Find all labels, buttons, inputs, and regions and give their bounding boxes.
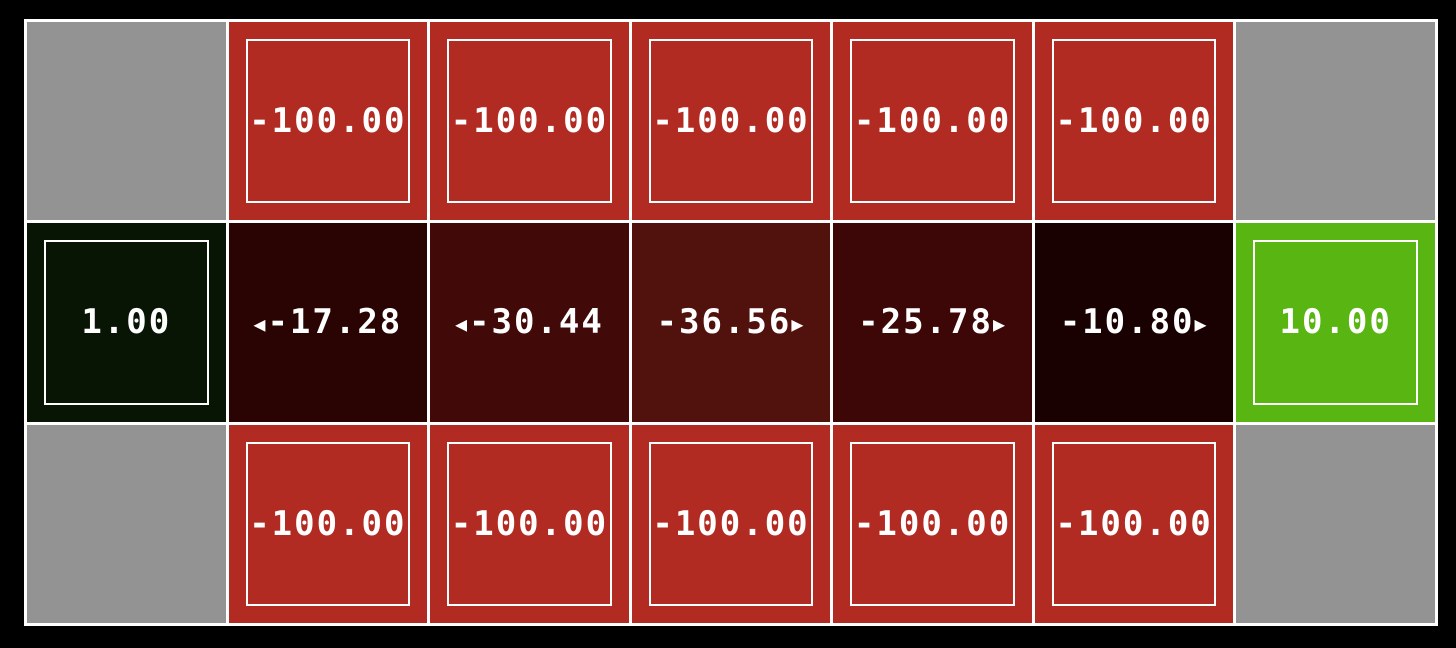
cliff-cell: -100.00 [631, 424, 831, 623]
wall-cell [27, 424, 226, 623]
cliff-cell: -100.00 [631, 22, 831, 221]
terminal-frame [447, 441, 612, 606]
terminal-frame [648, 441, 814, 606]
state-cell: -36.56▶ [631, 223, 831, 422]
wall-cell [27, 22, 226, 221]
cell-value: -100.00 [853, 503, 1012, 544]
state-cell: ◀-30.44 [430, 223, 629, 422]
cell-value: -100.00 [1055, 101, 1213, 142]
cell-value: -100.00 [652, 101, 810, 142]
cliff-cell: -100.00 [833, 424, 1032, 623]
cliff-cell: -100.00 [228, 22, 428, 221]
cell-value: -25.78 [858, 302, 993, 343]
cell-value: -10.80 [1059, 302, 1195, 343]
state-cell: -10.80▶ [1034, 223, 1234, 422]
terminal-frame [1253, 240, 1418, 405]
terminal-frame [648, 39, 814, 204]
cliff-cell: -100.00 [833, 22, 1032, 221]
cell-value: -100.00 [450, 503, 609, 544]
cell-value: 10.00 [1279, 302, 1392, 343]
state-cell: ◀-17.28 [228, 223, 428, 422]
cell-value: -100.00 [652, 503, 810, 544]
terminal-frame [245, 39, 411, 204]
cliff-cell: -100.00 [1034, 424, 1234, 623]
state-cell: -25.78▶ [833, 223, 1032, 422]
cliff-cell: -100.00 [228, 424, 428, 623]
terminal-frame [1051, 39, 1217, 204]
terminal-frame [447, 39, 612, 204]
cliff-cell: -100.00 [430, 424, 629, 623]
terminal-frame [850, 441, 1015, 606]
terminal-frame [1051, 441, 1217, 606]
arrow-left-icon: ◀ [454, 312, 470, 337]
gridworld-board: -100.00 -100.00 -100.00 -100.00 -100.00 … [24, 19, 1438, 626]
arrow-right-icon: ▶ [1194, 312, 1209, 337]
arrow-left-icon: ◀ [253, 312, 268, 337]
cell-value: -100.00 [853, 101, 1012, 142]
arrow-right-icon: ▶ [992, 312, 1007, 337]
wall-cell [1236, 424, 1435, 623]
cliff-cell: -100.00 [430, 22, 629, 221]
exit-cell-left: 1.00 [27, 223, 226, 422]
cell-value: -100.00 [249, 503, 407, 544]
terminal-frame [850, 39, 1015, 204]
terminal-frame [245, 441, 411, 606]
cliff-cell: -100.00 [1034, 22, 1234, 221]
arrow-right-icon: ▶ [791, 312, 806, 337]
cell-value: -100.00 [450, 101, 609, 142]
cell-value: -17.28 [267, 302, 403, 343]
exit-cell-right: 10.00 [1236, 223, 1435, 422]
cell-value: -30.44 [469, 302, 604, 343]
cell-value: -36.56 [656, 302, 792, 343]
terminal-frame [44, 240, 209, 405]
cell-value: -100.00 [249, 101, 407, 142]
cell-value: -100.00 [1055, 503, 1213, 544]
cell-value: 1.00 [81, 302, 172, 343]
wall-cell [1236, 22, 1435, 221]
